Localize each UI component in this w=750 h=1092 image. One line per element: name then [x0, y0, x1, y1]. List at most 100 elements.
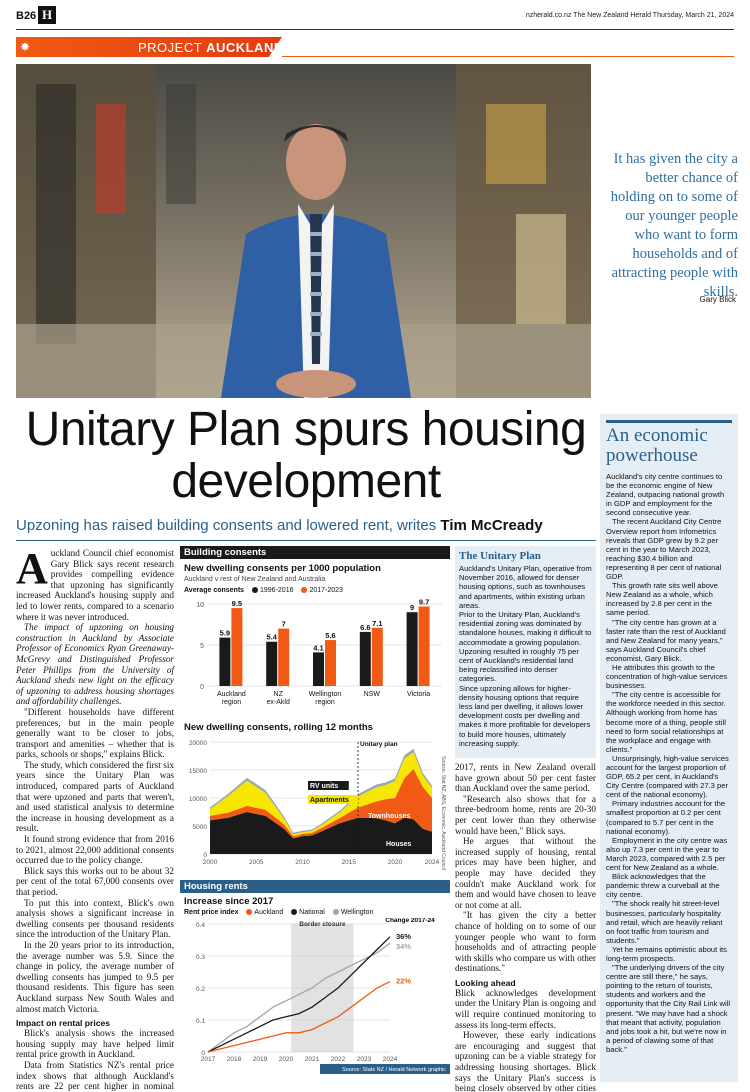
- x-tick-label: 2010: [295, 859, 310, 866]
- bar: [359, 631, 371, 686]
- standfirst-rule: [16, 540, 596, 541]
- bar: [219, 637, 231, 686]
- line-legend: Rent price index Auckland National Welli…: [184, 909, 374, 916]
- area-series: [210, 812, 432, 854]
- y-tick-label: 5: [200, 643, 204, 650]
- line-chart-title: Increase since 2017: [184, 896, 274, 907]
- bar-value-label: 7: [282, 620, 286, 629]
- series-label: Apartments: [310, 797, 349, 804]
- sidebar-title: An economic powerhouse: [606, 420, 732, 466]
- x-category-label: region: [222, 699, 242, 706]
- chart-title: New dwelling consents per 1000 populatio…: [184, 563, 381, 574]
- x-category-label: NSW: [364, 691, 381, 698]
- bar: [266, 641, 278, 686]
- y-tick-label: 20000: [189, 740, 207, 747]
- headline: Unitary Plan spurs housing development: [25, 403, 587, 508]
- bar: [418, 606, 430, 686]
- y-tick-label: 0.1: [196, 1018, 205, 1025]
- section-rule: [282, 56, 734, 57]
- x-category-label: region: [315, 699, 335, 706]
- y-tick-label: 10000: [189, 796, 207, 803]
- x-tick-label: 2000: [203, 859, 218, 866]
- area-chart-title: New dwelling consents, rolling 12 months: [184, 722, 373, 733]
- star-icon: ✸: [20, 40, 31, 54]
- herald-logo: H: [38, 6, 56, 24]
- bar-value-label: 9.5: [232, 599, 242, 608]
- sidebar-economic: An economic powerhouse Auckland's city c…: [600, 414, 738, 1082]
- series-label-bg: [308, 795, 358, 804]
- bar: [278, 628, 290, 686]
- bar-chart: 05105.99.5Aucklandregion5.47NZex-Akld4.1…: [196, 598, 442, 706]
- x-category-label: Auckland: [217, 691, 246, 698]
- series-line: [207, 936, 391, 1053]
- line-source: Source: Stats NZ / Herald Network graphi…: [342, 1067, 446, 1073]
- chart-subtitle: Auckland v rest of New Zealand and Austr…: [184, 576, 326, 583]
- standfirst: Upzoning has raised building consents an…: [16, 517, 543, 534]
- bar-value-label: 5.6: [325, 631, 335, 640]
- series-label: Townhouses: [368, 813, 410, 820]
- x-category-label: Victoria: [407, 691, 430, 698]
- article-column-3: 2017, rents in New Zealand overall have …: [455, 762, 596, 1092]
- x-category-label: Wellington: [309, 691, 342, 698]
- portrait-photo: [16, 64, 591, 398]
- pull-quote: It has given the city a better chance of…: [610, 151, 738, 300]
- bar: [325, 640, 336, 686]
- area-series: [210, 752, 432, 837]
- y-tick-label: 0: [203, 852, 207, 859]
- x-tick-label: 2023: [357, 1056, 372, 1063]
- x-tick-label: 2019: [253, 1056, 268, 1063]
- area-source: Source: Stat NZ, ABS, Economic, Auckland…: [440, 756, 446, 870]
- section-band: [16, 37, 282, 57]
- bar: [406, 612, 418, 686]
- source-bar: [320, 1064, 450, 1074]
- unitary-plan-box: The Unitary Plan Auckland's Unitary Plan…: [455, 546, 596, 758]
- series-label-bg: [308, 781, 349, 790]
- end-value-label: 36%: [396, 932, 411, 941]
- y-tick-label: 0.2: [196, 986, 205, 993]
- series-line: [207, 942, 391, 1053]
- bar: [371, 627, 383, 686]
- border-closure-label: Border closure: [299, 921, 346, 928]
- unitary-plan-label: Unitary plan: [360, 741, 398, 748]
- chart-legend: Average consents 1996-2016 2017-2023: [184, 587, 343, 594]
- dropcap: A: [16, 544, 48, 593]
- line-chart: Border closure 0 0.1 0.2 0.3 0.4 Change 2017-2…: [196, 918, 450, 1074]
- y-tick-label: 5000: [193, 824, 208, 831]
- bar: [231, 608, 243, 686]
- x-tick-label: 2024: [383, 1056, 398, 1063]
- charts-panel: Building consents New dwelling consents …: [180, 546, 450, 1078]
- rents-panel-title: Housing rents: [180, 880, 450, 893]
- x-category-label: ex-Akld: [267, 699, 290, 706]
- subhead-rental: Impact on rental prices: [16, 1018, 111, 1029]
- y-tick-label: 10: [196, 602, 204, 609]
- x-tick-label: 2018: [227, 1056, 242, 1063]
- y-tick-label: 15000: [189, 768, 207, 775]
- x-category-label: NZ: [274, 691, 284, 698]
- y-tick-label: 0: [200, 684, 204, 691]
- end-value-label: 22%: [396, 977, 411, 986]
- area-chart: 0 5000 10000 15000 20000 Unitary plan Houses To…: [189, 740, 446, 870]
- bar-value-label: 9.7: [419, 598, 429, 606]
- y-tick-label: 0: [201, 1050, 205, 1057]
- x-tick-label: 2020: [279, 1056, 294, 1063]
- x-tick-label: 2020: [388, 859, 403, 866]
- change-label: Change 2017-24: [385, 918, 435, 924]
- bar-value-label: 4.1: [313, 643, 323, 652]
- bar-value-label: 7.1: [372, 619, 382, 628]
- y-tick-label: 0.4: [196, 922, 205, 929]
- bar: [313, 652, 324, 686]
- x-tick-label: 2005: [249, 859, 264, 866]
- masthead-info: nzherald.co.nz The New Zealand Herald Th…: [525, 12, 734, 19]
- chart-panel-title: Building consents: [180, 546, 450, 559]
- bar-value-label: 6.6: [360, 623, 370, 632]
- section-label: PROJECT AUCKLAND: [138, 40, 284, 55]
- subhead-looking-ahead: Looking ahead: [455, 977, 516, 988]
- x-tick-label: 2021: [305, 1056, 320, 1063]
- series-label: Houses: [386, 841, 411, 848]
- x-tick-label: 2022: [331, 1056, 346, 1063]
- series-line: [207, 981, 391, 1053]
- page-number: B26: [16, 10, 37, 22]
- pull-quote-author: Gary Blick: [699, 295, 736, 304]
- bar-value-label: 5.4: [266, 633, 277, 642]
